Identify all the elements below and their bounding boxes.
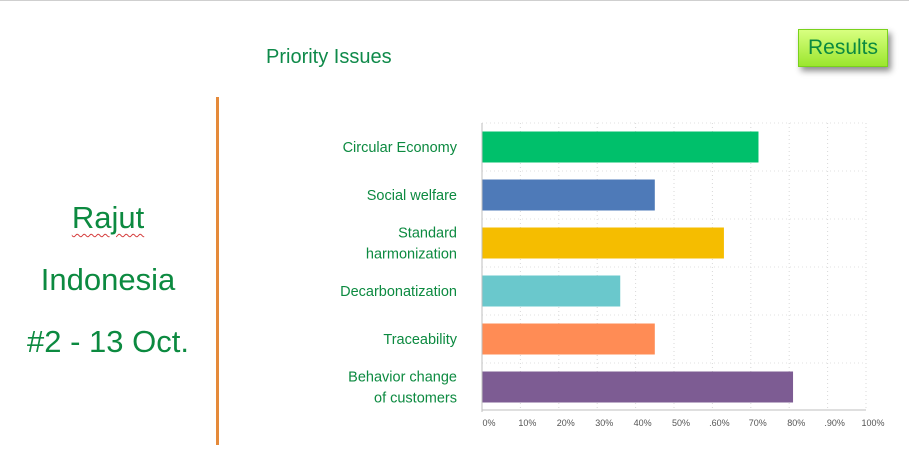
bar: [482, 227, 724, 259]
x-tick-label: .60%: [709, 418, 730, 428]
x-tick-label: 20%: [557, 418, 575, 428]
section-divider: [216, 97, 219, 445]
bar: [482, 275, 621, 307]
x-tick-label: 100%: [861, 418, 884, 428]
category-label: Traceability: [383, 332, 457, 348]
bar: [482, 131, 759, 163]
session-info: Rajut Indonesia #2 - 13 Oct.: [0, 200, 216, 386]
x-tick-label: 50%: [672, 418, 690, 428]
bar: [482, 179, 655, 211]
x-tick-label: 10%: [518, 418, 536, 428]
category-label: Circular Economy: [343, 140, 458, 156]
x-tick-label: 30%: [595, 418, 613, 428]
top-border: [0, 0, 909, 1]
category-label: Social welfare: [367, 188, 457, 204]
x-tick-label: .90%: [824, 418, 845, 428]
category-label: Decarbonatization: [340, 284, 457, 300]
category-label: harmonization: [366, 247, 457, 263]
chart-title: Priority Issues: [266, 46, 392, 68]
category-label: Behavior change: [348, 370, 457, 386]
bar: [482, 323, 655, 355]
session-name: Rajut: [71, 200, 145, 235]
bar: [482, 371, 794, 403]
x-tick-label: 80%: [787, 418, 805, 428]
x-tick-label: 0%: [482, 418, 495, 428]
x-tick-label: 40%: [634, 418, 652, 428]
session-date: #2 - 13 Oct.: [27, 324, 189, 359]
results-button[interactable]: Results: [798, 29, 888, 67]
category-label: of customers: [374, 391, 457, 407]
x-tick-label: 70%: [749, 418, 767, 428]
category-label: Standard: [398, 226, 457, 242]
session-country: Indonesia: [40, 262, 176, 297]
